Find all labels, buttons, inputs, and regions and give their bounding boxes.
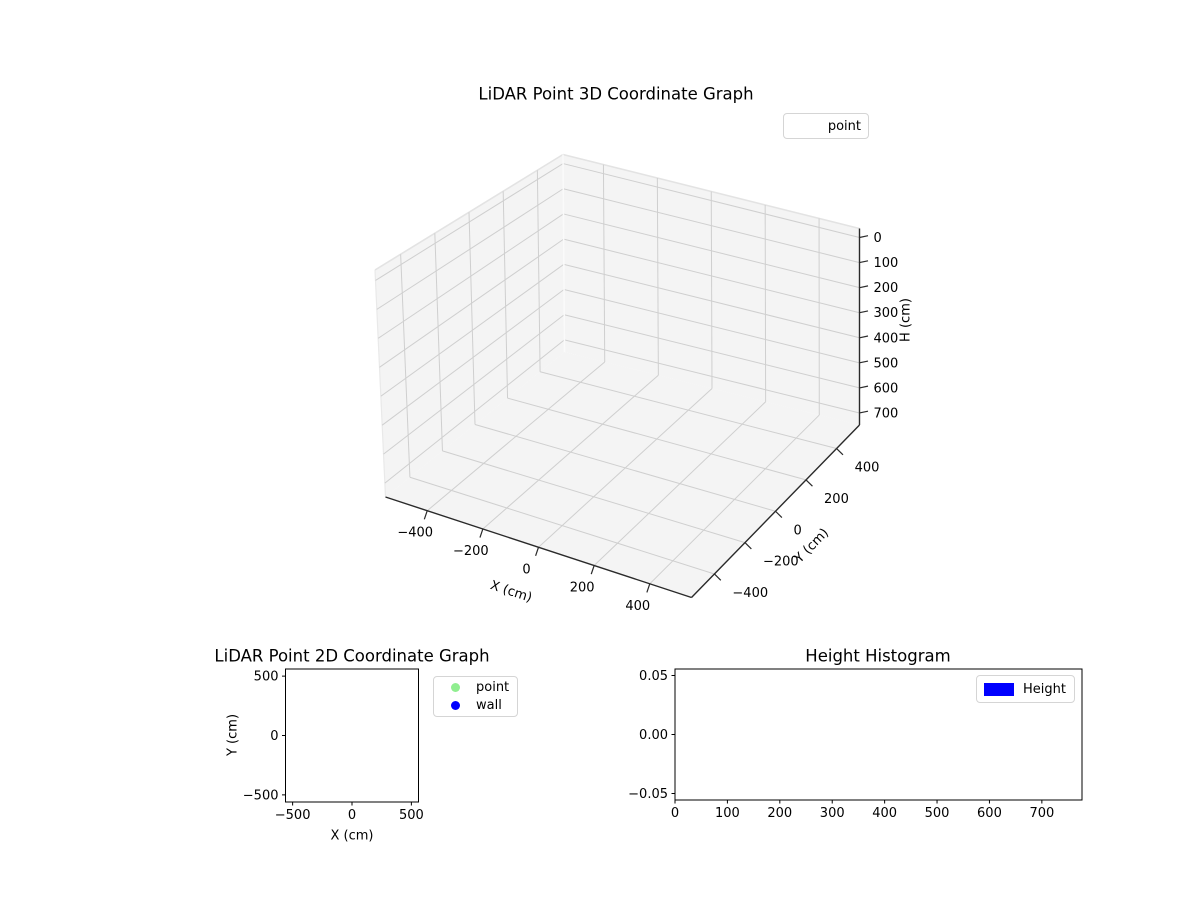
legend-label-point: point [827,118,861,134]
tick-label: 0.05 [639,669,668,684]
tick-label: 100 [874,256,899,271]
tick-label: −200 [453,544,489,559]
tick-label: 200 [824,492,849,507]
plot2d-yaxis-label: Y (cm) [225,713,241,757]
tick-label: 400 [625,599,650,614]
point-marker-icon [451,683,460,692]
legend-label-height: Height [1023,681,1066,697]
tick-label: 0 [270,729,278,744]
legend-label-point: point [476,680,510,695]
hist-title: Height Histogram [805,646,951,666]
plot2d-axes: −500 0 500 −500 0 500 [243,668,424,823]
wall-marker-icon [451,701,460,710]
tick-label: 0 [874,231,882,246]
tick-label: 100 [715,806,740,821]
tick-label: 0 [522,562,530,577]
legend-row: point [442,680,509,695]
tick-label: 300 [820,806,845,821]
legend-empty-marker [798,121,828,131]
tick-label: 500 [925,806,950,821]
tick-label: 400 [855,461,880,476]
plot2d-title: LiDAR Point 2D Coordinate Graph [214,646,490,666]
tick-label: −400 [397,526,433,541]
tick-label: −500 [275,808,311,823]
hist-legend: Height [976,675,1075,703]
tick-label: −500 [243,788,279,803]
tick-label: 0 [671,806,679,821]
plot2d-xaxis-label: X (cm) [330,828,374,844]
tick-label: 400 [874,331,899,346]
tick-label: −0.05 [628,787,668,802]
tick-label: 500 [399,808,424,823]
tick-label: 500 [254,670,279,685]
tick-label: 700 [1029,806,1054,821]
tick-label: 0 [794,523,802,538]
tick-label: 300 [874,306,899,321]
tick-label: 200 [874,281,899,296]
tick-label: 600 [874,381,899,396]
tick-label: 0.00 [639,728,668,743]
tick-label: 700 [874,406,899,421]
tick-label: −200 [763,555,799,570]
plot2d-legend: point wall [433,676,518,717]
tick-label: 200 [767,806,792,821]
height-swatch-icon [984,682,1014,696]
plot3d-zaxis-label: H (cm) [898,298,914,342]
legend-row: wall [442,698,509,713]
tick-label: 200 [570,581,595,596]
tick-label: 600 [977,806,1002,821]
tick-label: −400 [732,586,768,601]
plot3d-legend: point [783,113,869,139]
plot3d-title: LiDAR Point 3D Coordinate Graph [478,84,754,104]
plot3d-grid [375,154,860,585]
tick-label: 500 [874,356,899,371]
tick-label: 400 [872,806,897,821]
plot3d-ticks: −400 −200 0 200 400 −400 −200 0 200 400 0 100 200 300… [397,231,898,614]
tick-label: 0 [348,808,356,823]
legend-label-wall: wall [476,698,502,713]
